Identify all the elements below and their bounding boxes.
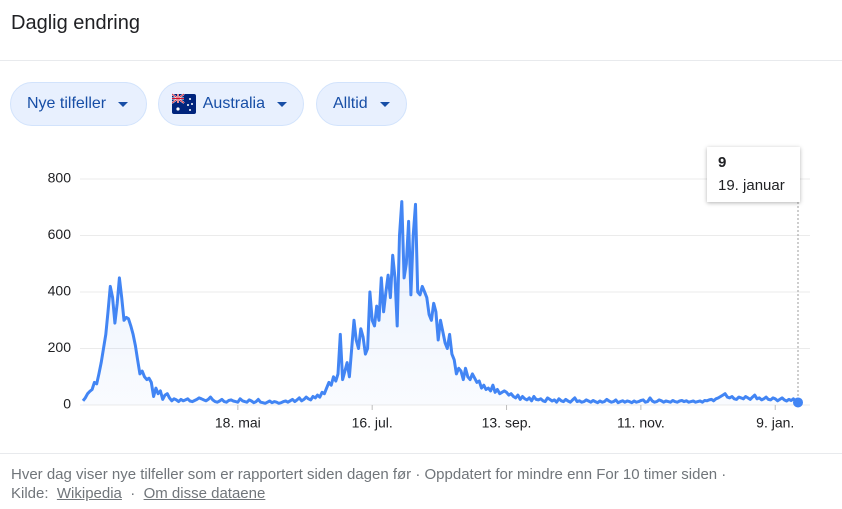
y-tick-label: 200 <box>48 339 72 355</box>
flag-icon <box>172 93 196 114</box>
line <box>81 200 799 405</box>
tooltip-date: 19. januar <box>718 177 785 194</box>
divider <box>0 453 842 454</box>
caret <box>379 101 390 107</box>
x-tick-label: 18. mai <box>215 415 261 431</box>
x-tick-label: 13. sep. <box>482 415 532 431</box>
footer-note: Hver dag viser nye tilfeller som er rapp… <box>11 466 727 483</box>
source-link[interactable]: Wikipedia <box>56 485 122 502</box>
about-link[interactable]: Om disse dataene <box>143 485 266 502</box>
y-tick-label: 0 <box>63 396 71 412</box>
region-dropdown[interactable]: Australia <box>158 82 304 126</box>
divider <box>0 60 842 61</box>
caret <box>277 101 287 107</box>
y-tick-label: 400 <box>48 283 72 299</box>
separator: · <box>130 485 136 502</box>
x-tick-label: 9. jan. <box>756 415 794 431</box>
source-line: Kilde: Wikipedia · Om disse dataene <box>11 484 726 503</box>
x-tick-label: 11. nov. <box>617 415 665 431</box>
tooltip-value: 9 <box>718 154 727 171</box>
x-tick-label: 16. jul. <box>352 415 393 431</box>
dropdown-label: Alltid <box>333 95 368 112</box>
range-dropdown[interactable]: Alltid <box>316 82 407 126</box>
footer: Hver dag viser nye tilfeller som er rapp… <box>11 465 726 503</box>
tooltip: 9 19. januar <box>707 147 800 202</box>
hover-point <box>793 397 803 408</box>
y-tick-label: 600 <box>48 226 72 242</box>
line-area <box>83 201 798 405</box>
y-tick-label: 800 <box>48 170 72 186</box>
page-title: Daglig endring <box>11 12 140 34</box>
metric-dropdown[interactable]: Nye tilfeller <box>10 82 147 126</box>
source-label: Kilde: <box>11 485 49 502</box>
dropdown-label: Nye tilfeller <box>27 95 107 112</box>
caret <box>118 101 129 107</box>
dropdown-label: Australia <box>202 95 265 112</box>
